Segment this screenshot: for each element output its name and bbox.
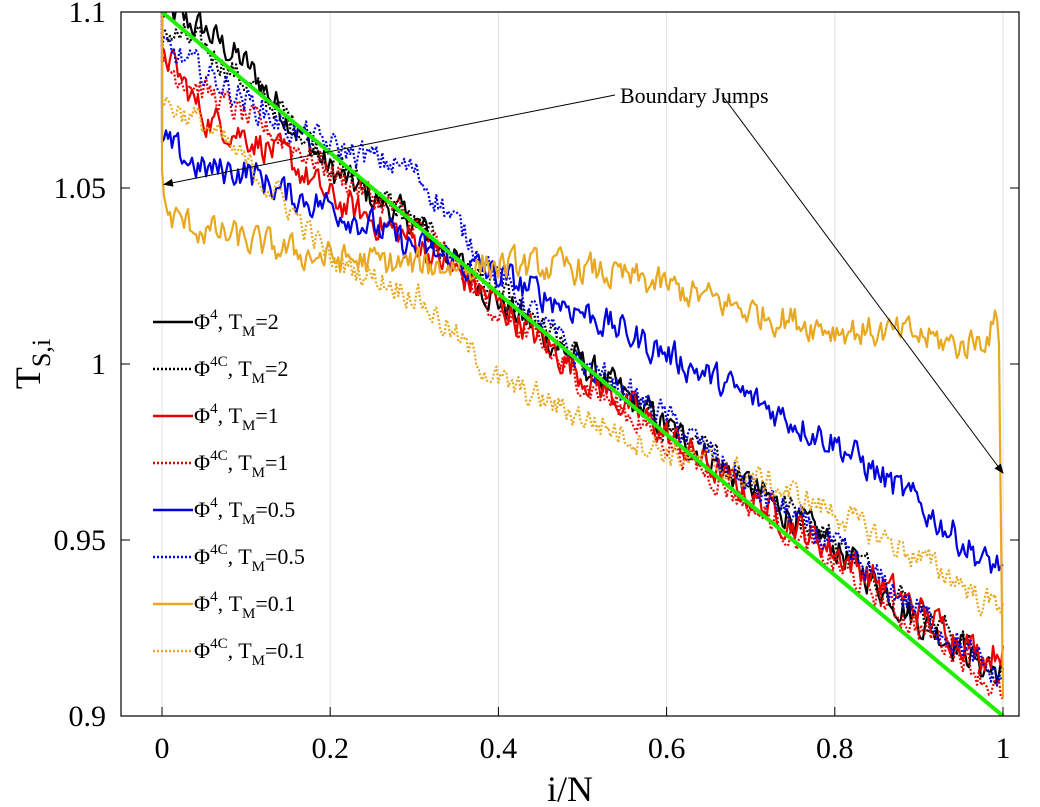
series-layer	[160, 12, 1005, 716]
y-axis-label-sub: S,i	[27, 339, 56, 367]
x-axis-label: i/N	[547, 769, 593, 807]
series-line-4	[160, 12, 1004, 574]
legend-entry-4: Φ4, TM=0.5	[194, 495, 295, 528]
legend-entry-2: Φ4, TM=1	[194, 401, 279, 434]
y-tick-label: 1.05	[54, 172, 107, 205]
x-tick-label: 0.6	[648, 732, 686, 765]
y-tick-label: 0.95	[54, 524, 107, 557]
legend-entry-0: Φ4, TM=2	[194, 307, 279, 340]
legend-entry-5: Φ4C, TM=0.5	[194, 542, 305, 575]
legend-entry-1: Φ4C, TM=2	[194, 354, 288, 387]
x-tick-label: 0.8	[816, 732, 854, 765]
axes: 0 0.2 0.4 0.6 0.8 1 0.9 0.95 1 1.05 1.1	[54, 0, 1020, 765]
x-tick-label: 0.4	[480, 732, 518, 765]
y-tick-label: 1	[91, 348, 106, 381]
x-tick-label: 1	[996, 732, 1011, 765]
y-axis-label: TS,i	[8, 339, 56, 389]
series-line-6	[160, 12, 1005, 699]
y-tick-label: 0.9	[69, 700, 107, 733]
legend-entry-6: Φ4, TM=0.1	[194, 589, 295, 622]
y-axis-label-main: T	[8, 367, 48, 389]
annotation-arrow-0	[163, 94, 616, 187]
legend-entry-3: Φ4C, TM=1	[194, 448, 288, 481]
annotation: Boundary Jumps	[163, 83, 1004, 474]
reference-line	[160, 12, 1005, 716]
series-line-0	[160, 12, 1005, 684]
annotation-arrow-1	[721, 94, 1004, 474]
x-tick-label: 0.2	[311, 732, 349, 765]
legend: Φ4, TM=2 Φ4C, TM=2 Φ4, TM=1 Φ4C, TM=1 Φ4, TM…	[153, 307, 305, 669]
x-tick-label: 0	[155, 732, 170, 765]
y-tick-label: 1.1	[69, 0, 107, 29]
series-line-7	[160, 12, 1005, 617]
legend-entry-7: Φ4C, TM=0.1	[194, 636, 305, 669]
annotation-text: Boundary Jumps	[620, 83, 769, 108]
